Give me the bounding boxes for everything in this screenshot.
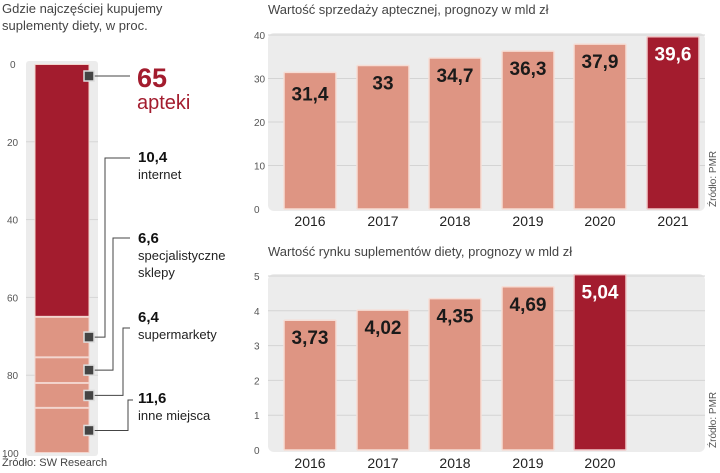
x-tick-label: 2016 xyxy=(294,455,325,471)
segment-label: supermarkety xyxy=(138,327,217,342)
y-tick-label: 0 xyxy=(254,205,260,216)
y-tick-label: 3 xyxy=(254,342,260,353)
y-tick-label: 1 xyxy=(254,411,260,422)
value-label-apteki: 65 xyxy=(137,63,167,93)
bar-2017 xyxy=(356,64,410,210)
data-label: 34,7 xyxy=(437,66,474,87)
data-label: 4,69 xyxy=(510,295,547,316)
y-tick-label: 4 xyxy=(254,307,260,318)
segment-label: sklepy xyxy=(138,265,175,280)
x-tick-label: 2019 xyxy=(512,455,543,471)
y-tick-label: 0 xyxy=(254,446,260,457)
data-label: 31,4 xyxy=(292,84,329,105)
marker-square xyxy=(83,331,95,343)
y-tick-label: 80 xyxy=(7,371,19,382)
value-label: 6,4 xyxy=(138,309,160,326)
marker-square xyxy=(83,424,95,437)
left-chart-title: Gdzie najczęściej kupujemy suplementy die… xyxy=(2,1,163,33)
value-label: 11,6 xyxy=(138,390,166,407)
x-tick-label: 2020 xyxy=(584,455,615,471)
bar-2019 xyxy=(501,286,555,451)
bar-2018 xyxy=(428,57,482,210)
segment-label: internet xyxy=(138,167,182,182)
chart-title: Wartość sprzedaży aptecznej, prognozy w … xyxy=(268,2,549,17)
x-tick-label: 2019 xyxy=(512,213,543,229)
y-tick-label: 60 xyxy=(7,293,19,304)
marker-square xyxy=(83,364,95,376)
x-tick-label: 2020 xyxy=(584,213,615,229)
leader-line xyxy=(89,327,130,396)
value-label: 6,6 xyxy=(138,230,159,247)
x-tick-label: 2017 xyxy=(367,213,398,229)
x-tick-label: 2016 xyxy=(294,213,325,229)
segment-label-apteki: apteki xyxy=(137,92,190,114)
data-label: 36,3 xyxy=(510,59,547,80)
y-tick-label: 5 xyxy=(254,272,260,283)
y-tick-label: 40 xyxy=(7,216,19,227)
bar-2016 xyxy=(283,71,337,210)
leader-line xyxy=(89,157,130,338)
data-label: 3,73 xyxy=(292,328,329,349)
left-chart-source: Źródło: SW Research xyxy=(2,456,107,469)
data-label: 33 xyxy=(372,73,393,94)
bar-2016 xyxy=(283,319,337,451)
bar-2021 xyxy=(646,35,700,210)
chart-source: Źródło: PMR xyxy=(706,392,719,448)
data-label: 4,02 xyxy=(365,318,402,339)
x-tick-label: 2021 xyxy=(657,213,688,229)
bar-2020 xyxy=(573,273,627,451)
bar-2017 xyxy=(356,309,410,451)
y-tick-label: 20 xyxy=(254,118,266,129)
data-label: 37,9 xyxy=(582,52,619,73)
y-tick-label: 100 xyxy=(2,449,19,460)
chart-title: Wartość rynku suplementów diety, prognoz… xyxy=(268,244,572,259)
chart-source: Źródło: PMR xyxy=(706,151,719,207)
x-tick-label: 2018 xyxy=(439,213,470,229)
bar-2020 xyxy=(573,43,627,210)
y-tick-label: 40 xyxy=(254,31,266,42)
bar-segment-supermarkety xyxy=(34,382,90,408)
data-label: 4,35 xyxy=(437,307,474,328)
bar-segment-specjalistyczne-sklepy xyxy=(34,357,90,383)
bar-2019 xyxy=(501,50,555,210)
bar-2018 xyxy=(428,297,482,451)
x-tick-label: 2018 xyxy=(439,455,470,471)
segment-label: specjalistyczne xyxy=(138,248,225,263)
y-tick-label: 20 xyxy=(7,138,19,149)
bar-segment-apteki xyxy=(34,64,90,317)
y-tick-label: 10 xyxy=(254,162,266,173)
leader-line xyxy=(89,399,133,431)
y-tick-label: 0 xyxy=(10,60,16,71)
bar-segment-inne-miejsca xyxy=(34,407,90,454)
data-label: 5,04 xyxy=(582,283,619,304)
marker-square xyxy=(83,389,95,402)
x-tick-label: 2017 xyxy=(367,455,398,471)
y-tick-label: 2 xyxy=(254,376,260,387)
y-tick-label: 30 xyxy=(254,75,266,86)
bar-segment-internet xyxy=(34,316,90,358)
marker-square xyxy=(83,70,95,82)
value-label: 10,4 xyxy=(138,149,168,166)
segment-label: inne miejsca xyxy=(138,408,211,423)
leader-line xyxy=(89,237,130,371)
data-label: 39,6 xyxy=(655,45,692,66)
